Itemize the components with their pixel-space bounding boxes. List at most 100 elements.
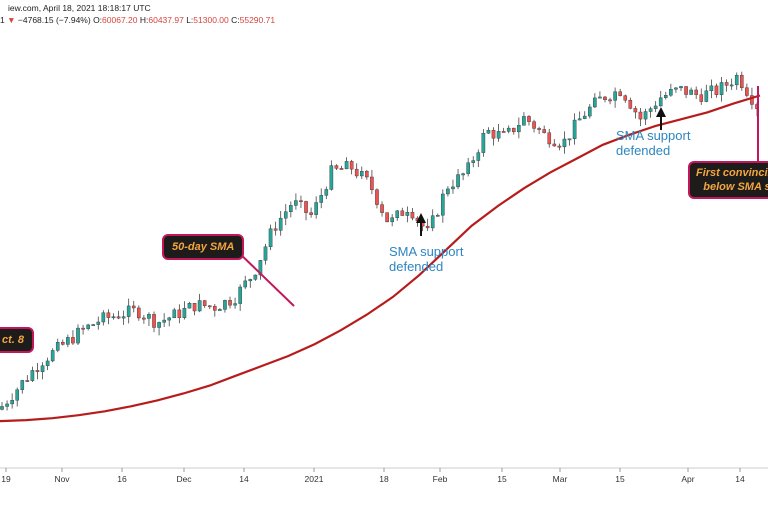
candle-body: [359, 171, 364, 177]
candle-body: [486, 130, 491, 134]
candle-body: [344, 161, 349, 170]
candle-body: [628, 100, 633, 109]
candle-body: [745, 87, 749, 96]
candle-body: [410, 212, 415, 219]
candle-body: [734, 74, 739, 86]
candle-body: [182, 307, 187, 318]
candle-body: [131, 305, 136, 309]
candle-body: [177, 309, 182, 318]
candle-body: [268, 228, 273, 248]
candle-body: [238, 286, 242, 304]
candle-body: [532, 121, 536, 129]
x-tick-label: 18: [379, 474, 389, 484]
support-2-line2: defended: [616, 143, 671, 158]
candle-body: [334, 165, 339, 169]
candle-body: [45, 360, 50, 366]
candle-body: [648, 108, 653, 112]
x-tick-label: 15: [615, 474, 625, 484]
x-tick-label: 2021: [305, 474, 324, 484]
candle-body: [309, 212, 313, 215]
candle-body: [476, 152, 481, 161]
candle-body: [61, 341, 65, 345]
candle-body: [598, 96, 602, 99]
candle-body: [40, 365, 45, 372]
candle-body: [719, 82, 724, 95]
candle-body: [511, 127, 516, 133]
sma-callout: 50-day SMA: [162, 234, 245, 260]
candle-body: [542, 129, 546, 133]
candle-body: [663, 95, 668, 98]
candle-body: [537, 128, 541, 130]
candle-body: [613, 91, 617, 101]
candle-body: [187, 303, 192, 309]
up-arrow-icon: [656, 107, 666, 130]
candle-body: [116, 316, 121, 319]
header-prefix: 1: [0, 15, 5, 25]
candle-body: [527, 116, 531, 122]
x-tick-label: Dec: [176, 474, 192, 484]
candle-body: [653, 105, 658, 109]
candle-body: [197, 300, 202, 312]
support-1-line1: SMA support: [389, 244, 464, 259]
candle-body: [714, 85, 719, 95]
header-l-value: 51300.00: [193, 15, 229, 25]
candle-body: [587, 106, 592, 117]
candle-body: [101, 312, 106, 323]
header-c-value: 55290.71: [239, 15, 276, 25]
candle-body: [91, 324, 96, 326]
candle-body: [111, 316, 116, 319]
candle-body: [121, 316, 126, 319]
candle-body: [724, 82, 729, 86]
candle-body: [603, 96, 607, 101]
x-tick-label: 19: [1, 474, 11, 484]
candle-body: [425, 225, 430, 229]
candle-body: [228, 300, 232, 306]
candle-body: [674, 87, 678, 90]
x-tick-label: Feb: [433, 474, 448, 484]
candles-group: [0, 71, 759, 411]
candle-body: [30, 370, 35, 381]
candle-body: [218, 309, 222, 311]
candle-body: [319, 195, 324, 203]
candle-body: [258, 260, 263, 276]
candle-body: [582, 115, 587, 119]
candle-body: [618, 91, 622, 96]
candle-body: [395, 210, 400, 218]
header-o-label: O:: [93, 15, 103, 25]
candle-body: [243, 280, 248, 288]
candle-body: [106, 312, 111, 318]
candle-body: [299, 200, 303, 202]
candle-body: [329, 165, 334, 190]
candle-body: [684, 86, 688, 95]
x-tick-label: 14: [239, 474, 249, 484]
candle-body: [20, 380, 25, 390]
candle-body: [349, 161, 354, 170]
candle-body: [223, 300, 227, 310]
candle-body: [679, 86, 683, 89]
candle-body: [202, 300, 207, 306]
candle-body: [324, 189, 329, 196]
candle-body: [289, 205, 293, 212]
candle-body: [137, 307, 141, 319]
candle-body: [263, 246, 268, 261]
header-change: −4768.15 (−7.94%): [17, 15, 91, 25]
header-c-label: C:: [231, 15, 240, 25]
candle-body: [638, 111, 643, 120]
support-annotation-1: SMA support defended: [389, 244, 463, 274]
first-close-line2: below SMA si: [703, 181, 768, 193]
candle-body: [577, 118, 582, 121]
candle-body: [709, 85, 714, 92]
candle-body: [370, 176, 374, 190]
candle-body: [557, 145, 562, 148]
candle-body: [658, 97, 663, 107]
candle-body: [162, 319, 166, 323]
sma-line: [0, 94, 761, 423]
x-tick-label: 14: [735, 474, 745, 484]
candle-body: [643, 111, 648, 120]
candle-body: [400, 210, 405, 216]
candle-body: [76, 327, 80, 344]
candle-body: [471, 160, 476, 163]
candle-body: [55, 341, 60, 351]
candle-body: [278, 217, 283, 231]
header-l-label: L:: [186, 15, 194, 25]
